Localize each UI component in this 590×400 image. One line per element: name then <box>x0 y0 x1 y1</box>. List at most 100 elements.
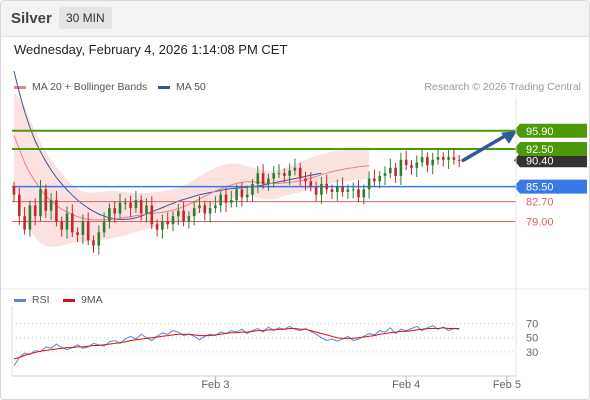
x-tick-label: Feb 4 <box>392 379 420 391</box>
candle-body <box>108 208 111 222</box>
candle-body <box>192 208 196 217</box>
candle-body <box>341 186 344 192</box>
level-label-79.00: 79.00 <box>526 217 554 229</box>
legend-label-ma20: MA 20 + Bollinger Bands <box>32 81 148 93</box>
candle-body <box>373 178 376 182</box>
legend-swatch-rsi <box>14 298 26 302</box>
candle-body <box>129 202 132 209</box>
rsi-line <box>13 325 460 367</box>
rsi-9ma-line <box>13 327 460 360</box>
candle-body <box>171 216 175 225</box>
candle-body <box>288 170 291 176</box>
level-label-85.50-bg <box>514 179 587 194</box>
legend-label-rsi: RSI <box>32 294 50 306</box>
rsi-tick-label: 50 <box>526 333 538 345</box>
candle-body <box>118 202 122 214</box>
candle-body <box>351 189 355 191</box>
candle-body <box>452 157 456 160</box>
candle-body <box>399 159 403 176</box>
rsi-tick-label: 30 <box>526 347 538 359</box>
chart-datetime: Wednesday, February 4, 2026 1:14:08 PM C… <box>14 42 288 57</box>
candle-body <box>49 200 53 211</box>
candle-body <box>33 205 37 217</box>
candle-body <box>102 221 106 233</box>
candle-body <box>436 157 440 160</box>
candle-body <box>18 194 21 217</box>
rsi-tick-label: 70 <box>526 319 538 331</box>
candle-body <box>198 205 201 209</box>
candle-body <box>251 183 254 195</box>
legend-swatch-ma20 <box>14 85 26 89</box>
candle-body <box>357 189 360 198</box>
candle-body <box>367 178 371 190</box>
interval-selector[interactable]: 30 MIN <box>59 7 112 29</box>
candle-body <box>44 189 48 211</box>
candle-body <box>113 208 116 214</box>
chart-header: Silver 30 MIN <box>1 1 589 37</box>
candle-body <box>336 186 339 192</box>
candle-body <box>161 221 164 230</box>
candle-body <box>71 213 74 233</box>
candle-body <box>267 178 270 184</box>
candle-body <box>134 200 138 209</box>
candle-body <box>346 189 350 192</box>
candle-body <box>240 189 244 198</box>
candle-body <box>330 189 334 192</box>
candle-body <box>23 216 26 230</box>
level-label-95.90-bg <box>514 123 587 138</box>
candle-body <box>208 208 212 214</box>
legend-label-9ma: 9MA <box>81 294 103 306</box>
candle-body <box>277 173 281 175</box>
x-tick-label: Feb 5 <box>493 379 521 391</box>
projection-arrow-shaft <box>461 133 509 163</box>
candle-body <box>224 194 228 203</box>
candle-body <box>410 165 413 168</box>
candle-body <box>166 221 169 225</box>
legend-swatch-9ma <box>63 298 75 302</box>
candle-body <box>320 183 323 195</box>
level-label-92.50: 92.50 <box>526 144 554 156</box>
candle-body <box>81 221 85 235</box>
candle-body <box>86 221 90 241</box>
legend-ma50: MA 50 <box>158 81 206 93</box>
candle-body <box>177 210 180 217</box>
candle-body <box>60 221 63 230</box>
current-price-label: 90.40 <box>526 155 554 167</box>
level-label-95.90: 95.90 <box>526 126 554 138</box>
candle-body <box>214 205 217 209</box>
candle-body <box>325 183 328 190</box>
candle-body <box>150 205 154 225</box>
legend-9ma: 9MA <box>63 294 103 306</box>
candle-body <box>187 216 191 222</box>
candle-body <box>139 200 143 214</box>
candle-body <box>182 210 185 222</box>
candle-body <box>394 167 397 176</box>
candle-body <box>145 205 148 214</box>
candle-body <box>65 213 69 230</box>
candle-body <box>431 159 434 166</box>
candle-body <box>235 189 238 201</box>
candle-body <box>55 200 58 222</box>
candle-body <box>304 178 307 182</box>
candle-body <box>298 167 302 179</box>
chart-credit: Research © 2026 Trading Central <box>424 81 581 93</box>
level-label-85.50: 85.50 <box>526 182 554 194</box>
bollinger-band-fill <box>14 92 370 247</box>
candle-body <box>415 162 419 168</box>
symbol-title: Silver <box>11 10 52 27</box>
candle-body <box>261 173 265 184</box>
candle-body <box>447 157 450 160</box>
candle-body <box>362 189 366 198</box>
candle-body <box>203 205 207 214</box>
candle-body <box>404 159 408 166</box>
candle-body <box>272 173 275 179</box>
candle-body <box>314 186 318 195</box>
candle-body <box>97 232 101 246</box>
level-label-82.70: 82.70 <box>526 197 554 209</box>
candle-body <box>383 173 387 176</box>
legend-ma20-bollinger: MA 20 + Bollinger Bands <box>14 81 147 93</box>
candle-body <box>420 157 424 163</box>
candle-body <box>92 240 95 246</box>
